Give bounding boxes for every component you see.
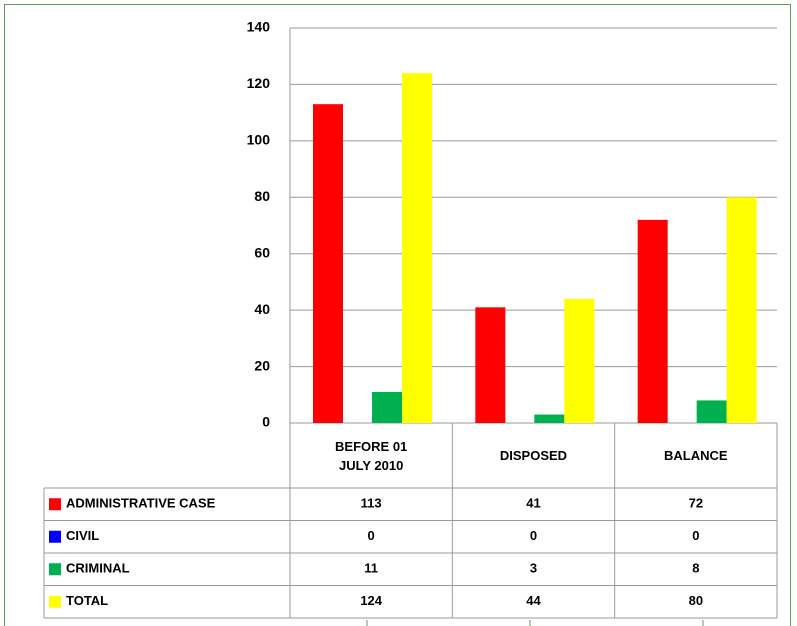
- y-tick-label: 20: [254, 357, 270, 373]
- x-tick-label: BALANCE: [615, 423, 777, 488]
- legend-swatch: [49, 563, 61, 576]
- table-value: 124: [360, 593, 382, 608]
- bar: [372, 391, 402, 423]
- table-value: 0: [692, 528, 699, 543]
- table-value: 0: [368, 528, 375, 543]
- bar: [696, 400, 727, 423]
- legend-label: CRIMINAL: [66, 561, 130, 576]
- legend-label: TOTAL: [66, 593, 108, 608]
- bar: [564, 298, 595, 423]
- bar: [402, 73, 432, 424]
- table-value: 72: [689, 496, 703, 511]
- table-value: 113: [361, 496, 382, 511]
- x-tick-label: BEFORE 01 JULY 2010: [290, 423, 452, 488]
- table-value: 80: [689, 593, 703, 608]
- bar: [726, 197, 757, 423]
- frame: [4, 4, 791, 626]
- table-value: 11: [364, 561, 378, 576]
- y-tick-label: 100: [247, 132, 271, 148]
- bar: [313, 104, 343, 423]
- legend-swatch: [49, 498, 61, 511]
- legend-label: ADMINISTRATIVE CASE: [66, 496, 216, 511]
- table-value: 0: [530, 528, 537, 543]
- y-tick-label: 60: [254, 244, 270, 260]
- table-value: 3: [530, 561, 537, 576]
- bar: [475, 307, 506, 423]
- y-tick-label: 140: [247, 19, 271, 35]
- y-tick-label: 120: [247, 75, 271, 91]
- category-label: BALANCE: [664, 448, 728, 463]
- bar: [534, 414, 565, 423]
- y-tick-label: 0: [262, 414, 270, 430]
- y-tick-label: 80: [254, 188, 270, 204]
- bar: [637, 219, 668, 423]
- table-value: 41: [526, 496, 540, 511]
- legend-swatch: [49, 530, 61, 543]
- x-tick-label: DISPOSED: [452, 423, 614, 488]
- legend-swatch: [49, 595, 61, 608]
- table-value: 8: [692, 561, 699, 576]
- category-label: BEFORE 01 JULY 2010: [335, 438, 408, 473]
- category-label: DISPOSED: [499, 448, 568, 463]
- legend-label: CIVIL: [66, 528, 99, 543]
- y-tick-label: 40: [254, 301, 270, 317]
- table-value: 44: [526, 593, 541, 608]
